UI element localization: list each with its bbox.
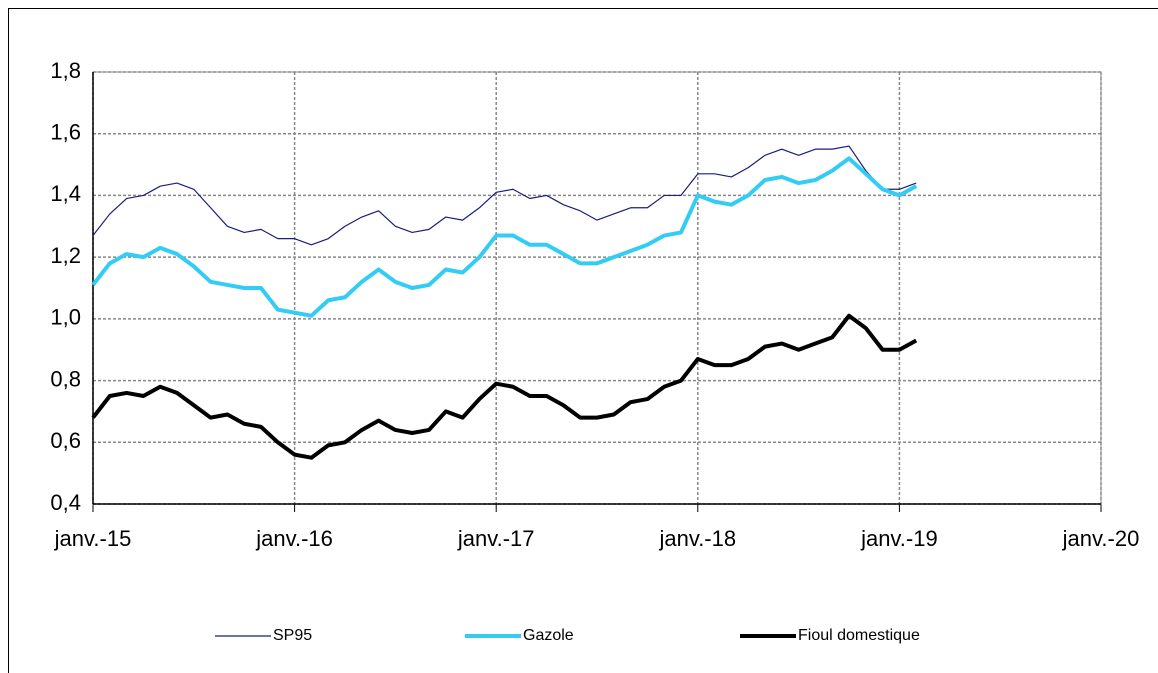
y-tick-label: 1,4: [50, 181, 81, 206]
line-series: [92, 145, 917, 246]
y-tick-label: 1,6: [50, 120, 81, 145]
legend-label: Gazole: [523, 627, 574, 644]
frame: [8, 8, 1158, 673]
y-tick-label: 1,0: [50, 305, 81, 330]
x-tick-label: janv.-20: [1062, 526, 1140, 551]
y-tick-label: 1,2: [50, 243, 81, 268]
x-tick-label: janv.-17: [457, 526, 535, 551]
legend-label: SP95: [273, 627, 312, 644]
line-series: [91, 156, 918, 318]
y-tick-label: 0,4: [50, 490, 81, 515]
x-tick-label: janv.-16: [255, 526, 333, 551]
y-tick-label: 0,6: [50, 428, 81, 453]
y-tick-label: 0,8: [50, 366, 81, 391]
y-tick-label: 1,8: [50, 58, 81, 83]
legend-label: Fioul domestique: [798, 627, 920, 644]
line-series: [91, 313, 918, 460]
x-tick-label: janv.-15: [54, 526, 132, 551]
x-tick-label: janv.-18: [658, 526, 736, 551]
x-tick-label: janv.-19: [860, 526, 938, 551]
